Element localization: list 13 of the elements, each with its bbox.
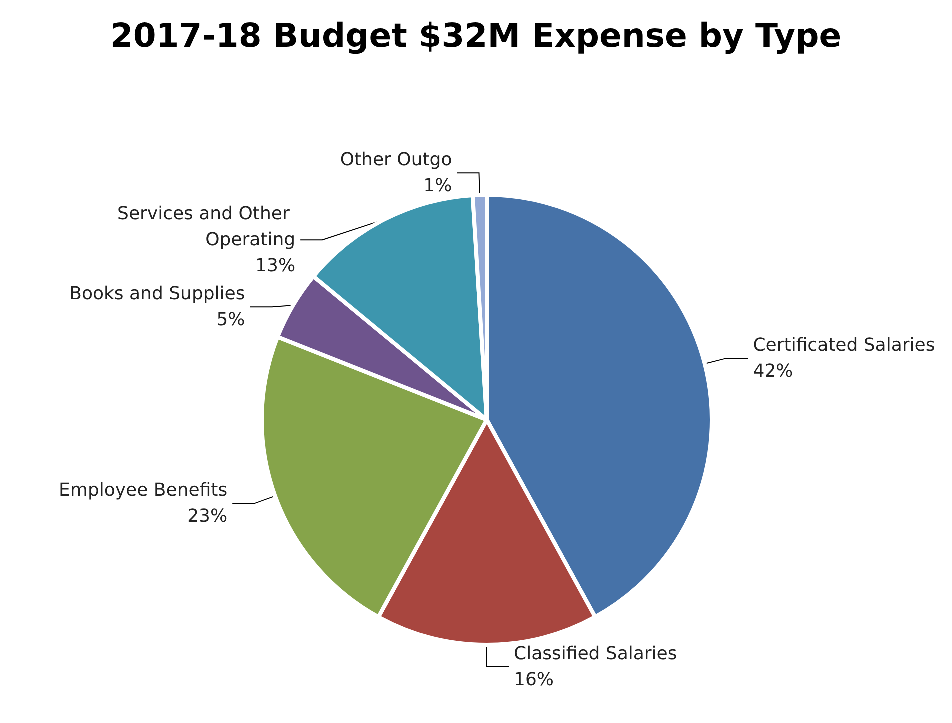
slice-label: Classified Salaries	[514, 644, 678, 664]
data-label: 1%	[424, 176, 452, 197]
slice-label: Services and Other Operating	[118, 204, 296, 251]
chart-title: 2017-18 Budget $32M Expense by Type	[110, 16, 842, 55]
data-label: 5%	[216, 310, 246, 331]
slice-label: Certificated Salaries	[753, 335, 936, 356]
data-label: 23%	[188, 506, 228, 528]
data-label: 16%	[514, 670, 554, 690]
data-label: 13%	[256, 256, 296, 277]
slice-label: Books and Supplies	[70, 284, 246, 305]
data-label: 42%	[753, 361, 794, 382]
slice-label: Other Outgo	[340, 150, 452, 171]
slice-label: Employee Benefits	[59, 480, 228, 502]
